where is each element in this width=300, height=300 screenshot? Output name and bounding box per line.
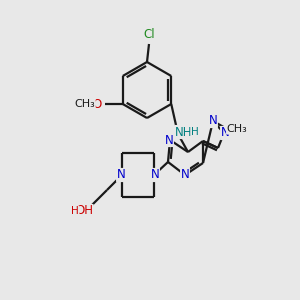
Text: N: N <box>208 115 217 128</box>
Text: CH₃: CH₃ <box>74 99 95 109</box>
Text: N: N <box>117 169 125 182</box>
Text: CH₃: CH₃ <box>226 124 248 134</box>
Text: NH: NH <box>175 125 193 139</box>
Text: O: O <box>92 98 101 110</box>
Text: N: N <box>181 167 189 181</box>
Text: N: N <box>220 127 230 140</box>
Text: H: H <box>191 127 199 137</box>
Text: OH: OH <box>75 205 93 218</box>
Text: Cl: Cl <box>143 28 155 40</box>
Text: H: H <box>71 206 79 216</box>
Text: N: N <box>151 169 159 182</box>
Text: N: N <box>165 134 173 146</box>
